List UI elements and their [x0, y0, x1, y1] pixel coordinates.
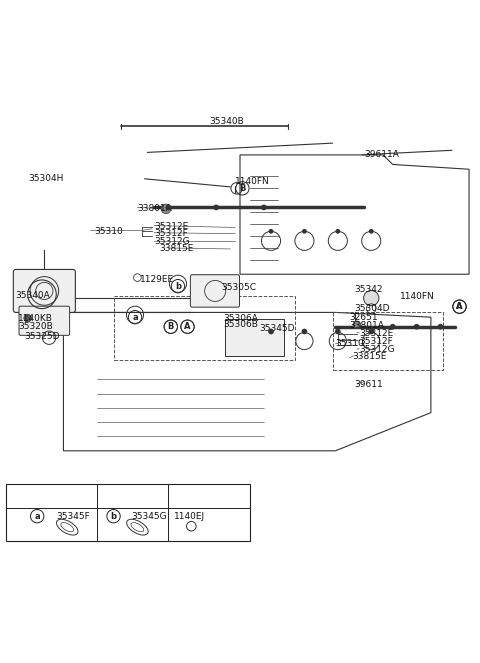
Text: 35310: 35310	[336, 339, 364, 348]
Text: 35340B: 35340B	[209, 117, 244, 126]
Circle shape	[269, 229, 274, 233]
Text: 33815E: 33815E	[352, 352, 386, 361]
FancyBboxPatch shape	[13, 269, 75, 312]
Text: b: b	[175, 282, 181, 290]
Circle shape	[302, 229, 307, 233]
Text: 35305C: 35305C	[221, 282, 256, 292]
FancyBboxPatch shape	[225, 319, 284, 356]
Text: 35342: 35342	[355, 285, 383, 294]
Text: 1129EE: 1129EE	[140, 275, 174, 284]
Text: 33801A: 33801A	[137, 204, 172, 213]
Text: A: A	[184, 322, 191, 332]
Circle shape	[161, 204, 171, 213]
Text: 35345D: 35345D	[259, 324, 295, 333]
Text: 35306B: 35306B	[223, 320, 258, 329]
Circle shape	[336, 229, 340, 233]
Text: 35345F: 35345F	[56, 512, 90, 520]
Text: 1140EJ: 1140EJ	[174, 512, 205, 520]
Text: 1140KB: 1140KB	[18, 314, 53, 323]
Text: 35304H: 35304H	[28, 174, 63, 183]
Text: a: a	[35, 512, 40, 520]
FancyBboxPatch shape	[19, 306, 70, 335]
Text: 35312E: 35312E	[154, 222, 188, 231]
Text: 39611: 39611	[355, 381, 384, 389]
Text: 35340A: 35340A	[16, 291, 50, 300]
Text: 39611A: 39611A	[364, 151, 399, 159]
Circle shape	[335, 329, 341, 334]
Circle shape	[24, 314, 32, 322]
Circle shape	[390, 324, 396, 330]
Text: 35312F: 35312F	[360, 337, 393, 345]
Text: 35312F: 35312F	[154, 229, 188, 238]
Text: A: A	[456, 302, 463, 311]
Text: 32651: 32651	[350, 313, 378, 322]
Text: 35306A: 35306A	[223, 314, 258, 323]
Circle shape	[364, 290, 379, 306]
Text: b: b	[110, 512, 117, 520]
Text: 35310: 35310	[95, 227, 123, 236]
Circle shape	[213, 205, 219, 210]
Text: 35325D: 35325D	[24, 332, 60, 341]
Text: 35345G: 35345G	[131, 512, 167, 520]
FancyBboxPatch shape	[191, 274, 240, 307]
Circle shape	[166, 205, 171, 210]
Text: 35312G: 35312G	[154, 237, 190, 246]
Circle shape	[301, 329, 307, 334]
Text: A: A	[456, 302, 463, 311]
Circle shape	[369, 229, 373, 233]
Text: 35312E: 35312E	[360, 330, 394, 338]
Circle shape	[368, 329, 374, 334]
Text: 33815E: 33815E	[159, 245, 193, 253]
Text: a: a	[132, 313, 138, 322]
Circle shape	[353, 321, 361, 329]
FancyBboxPatch shape	[6, 484, 250, 542]
Text: 1140FN: 1140FN	[235, 176, 270, 186]
Circle shape	[261, 205, 267, 210]
Text: B: B	[168, 322, 174, 332]
Text: 1140FN: 1140FN	[400, 292, 434, 301]
Text: 35320B: 35320B	[18, 322, 53, 332]
Text: 35304D: 35304D	[355, 304, 390, 313]
Text: B: B	[239, 184, 246, 193]
Text: 33801A: 33801A	[350, 321, 384, 330]
Text: 35312G: 35312G	[360, 345, 395, 354]
Circle shape	[438, 324, 444, 330]
Circle shape	[414, 324, 420, 330]
Circle shape	[268, 329, 274, 334]
